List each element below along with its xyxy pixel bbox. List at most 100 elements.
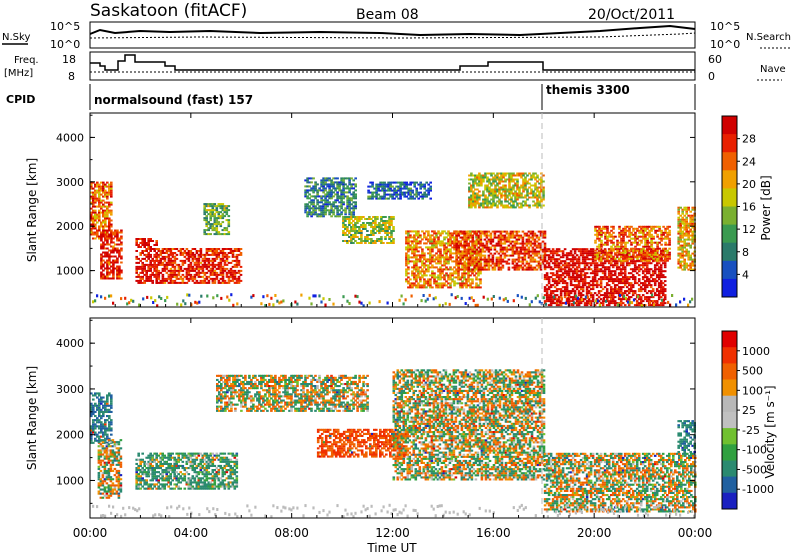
- rti-cell: [518, 189, 521, 191]
- rti-cell: [118, 276, 121, 278]
- rti-cell: [628, 278, 631, 280]
- rti-cell: [118, 268, 121, 270]
- rti-cell: [203, 213, 206, 215]
- rti-cell: [206, 272, 209, 274]
- rti-cell: [411, 286, 414, 288]
- rti-cell: [472, 235, 475, 237]
- rti-cell: [576, 268, 579, 270]
- rti-cell: [118, 254, 121, 256]
- rti-cell: [471, 264, 474, 266]
- rti-cell: [421, 248, 424, 250]
- rti-cell: [192, 280, 195, 282]
- rti-cell: [135, 270, 138, 272]
- rti-cell: [110, 224, 113, 226]
- rti-cell: [474, 245, 477, 247]
- rti-cell: [468, 183, 471, 185]
- rti-cell: [664, 270, 667, 272]
- rti-cell: [466, 231, 469, 233]
- rti-cell: [552, 248, 555, 250]
- rti-cell: [526, 195, 529, 197]
- rti-cell: [102, 236, 105, 238]
- rti-cell: [374, 222, 377, 224]
- rti-cell: [98, 216, 101, 218]
- rti-cell: [536, 269, 539, 271]
- rti-cell: [358, 228, 361, 230]
- rti-cell: [522, 231, 525, 233]
- rti-cell: [382, 242, 385, 244]
- rti-cell: [184, 256, 187, 258]
- rti-cell: [174, 252, 177, 254]
- rti-cell: [429, 186, 432, 188]
- rti-cell: [544, 268, 547, 270]
- rti-cell: [600, 242, 603, 244]
- rti-cell: [435, 266, 438, 268]
- rti-cell: [502, 265, 505, 267]
- rti-cell: [610, 260, 613, 262]
- rti-cell: [464, 247, 467, 249]
- rti-cell: [188, 260, 191, 262]
- rti-cell: [409, 244, 412, 246]
- rti-cell: [160, 260, 163, 262]
- rti-cell: [574, 290, 577, 292]
- rti-cell: [478, 206, 481, 208]
- rti-cell: [383, 192, 386, 194]
- rti-cell: [556, 284, 559, 286]
- rti-cell: [328, 201, 331, 203]
- rti-cell: [572, 274, 575, 276]
- rti-cell: [222, 221, 225, 223]
- nsearch-label: N.Search: [746, 32, 791, 43]
- rti-cell: [644, 274, 647, 276]
- rti-cell: [216, 219, 219, 221]
- rti-cell: [332, 191, 335, 193]
- rti-cell: [468, 235, 471, 237]
- rti-cell: [206, 278, 209, 280]
- rti-cell: [218, 213, 221, 215]
- rti-cell: [306, 179, 309, 181]
- rti-cell: [592, 250, 595, 252]
- rti-cell: [356, 222, 359, 224]
- rti-cell: [582, 288, 585, 290]
- rti-cell: [344, 183, 347, 185]
- rti-cell: [214, 215, 217, 217]
- rti-cell: [570, 282, 573, 284]
- rti-cell: [228, 225, 231, 227]
- rti-cell: [421, 230, 424, 232]
- rti-cell: [658, 278, 661, 280]
- rti-cell: [178, 274, 181, 276]
- rti-cell: [500, 263, 503, 265]
- rti-cell: [228, 221, 231, 223]
- rti-cell: [610, 246, 613, 248]
- rti-cell: [592, 258, 595, 260]
- rti-cell: [470, 173, 473, 175]
- rti-cell: [143, 282, 146, 284]
- rti-cell: [441, 232, 444, 234]
- rti-cell: [564, 296, 567, 298]
- rti-cell: [476, 257, 479, 259]
- rti-cell: [120, 270, 123, 272]
- rti-cell: [405, 196, 408, 198]
- rti-cell: [226, 211, 229, 213]
- rti-cell: [578, 304, 581, 306]
- rti-cell: [461, 286, 464, 288]
- rti-cell: [590, 264, 593, 266]
- rti-cell: [350, 222, 353, 224]
- rti-cell: [208, 258, 211, 260]
- rti-cell: [170, 250, 173, 252]
- rti-cell: [118, 252, 121, 254]
- rti-cell: [102, 232, 105, 234]
- rti-cell: [524, 187, 527, 189]
- rti-cell: [425, 236, 428, 238]
- rti-cell: [306, 195, 309, 197]
- rti-cell: [334, 201, 337, 203]
- rti-cell: [471, 278, 474, 280]
- rti-cell: [377, 188, 380, 190]
- rti-cell: [582, 286, 585, 288]
- rti-cell: [490, 233, 493, 235]
- rti-cell: [304, 209, 307, 211]
- rti-cell: [516, 179, 519, 181]
- rti-cell: [218, 256, 221, 258]
- rti-cell: [465, 282, 468, 284]
- rti-cell: [508, 185, 511, 187]
- rti-cell: [498, 191, 501, 193]
- rti-cell: [441, 240, 444, 242]
